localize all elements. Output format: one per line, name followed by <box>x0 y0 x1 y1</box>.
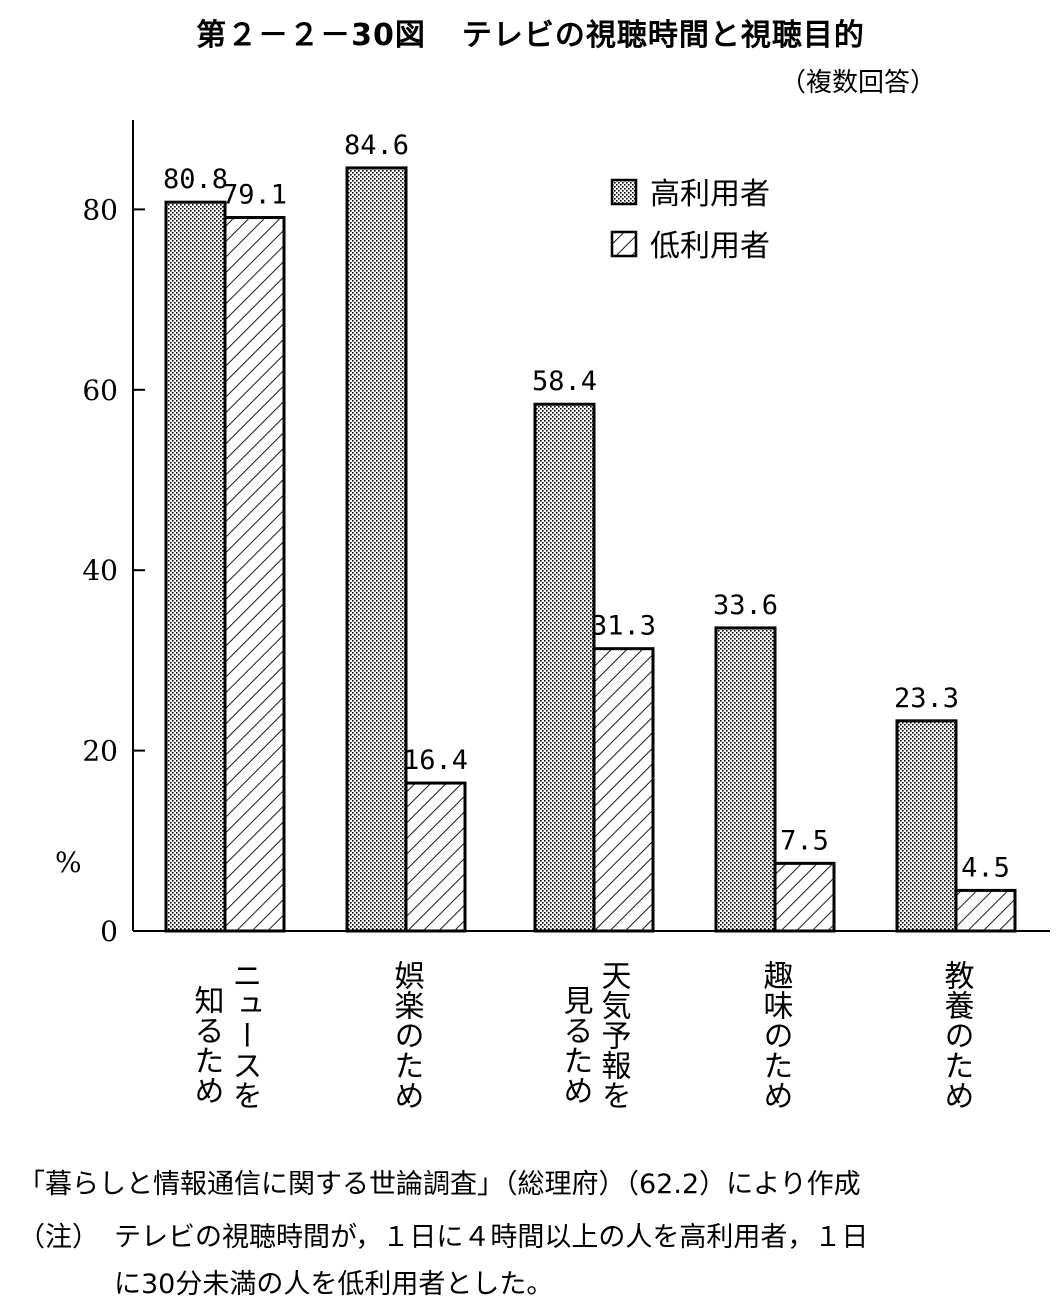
figure-number: 第２－２－30図 <box>196 18 426 53</box>
data-label: 23.3 <box>894 683 959 714</box>
legend-label: 高利用者 <box>650 177 770 212</box>
y-tick-label: 60 <box>82 374 118 407</box>
figure-title-text: テレビの視聴時間と視聴目的 <box>461 18 865 53</box>
source-note: 「暮らしと情報通信に関する世論調査」（総理府）（62.2）により作成 <box>18 1169 861 1200</box>
bar-high-user <box>714 626 777 933</box>
data-label: 84.6 <box>344 130 409 161</box>
legend-swatch-high-user <box>610 178 638 206</box>
category-label: 天気予報を <box>596 960 631 1110</box>
y-tick-label: 80 <box>82 193 118 226</box>
y-tick-label: 20 <box>82 735 118 768</box>
bar-high-user <box>533 402 596 933</box>
category-label: 娯楽のため <box>389 960 424 1110</box>
footnote-text-1: テレビの視聴時間が，１日に４時間以上の人を高利用者，１日 <box>114 1222 869 1253</box>
data-label: 31.3 <box>591 611 656 642</box>
category-label: 知るため <box>189 985 225 1105</box>
data-label: 80.8 <box>163 164 228 195</box>
data-label: 79.1 <box>222 180 287 211</box>
category-label: 教養のため <box>939 960 975 1110</box>
data-label: 16.4 <box>403 745 468 776</box>
bar-low-user <box>773 861 836 933</box>
chart-bars <box>164 166 1017 933</box>
chart-subtitle: （複数回答） <box>780 68 937 98</box>
y-tick-label: 40 <box>82 554 118 587</box>
data-label: 7.5 <box>780 825 829 856</box>
chart-title: 第２－２－30図 テレビの視聴時間と視聴目的 <box>0 10 1061 54</box>
bar-low-user <box>592 647 655 933</box>
footnote-line-2: に30分未満の人を低利用者とした。 <box>114 1269 554 1300</box>
bar-low-user <box>404 781 467 933</box>
data-label: 33.6 <box>713 590 778 621</box>
bar-low-user <box>954 888 1017 933</box>
footnote-label: （注） <box>18 1222 99 1253</box>
legend-label: 低利用者 <box>650 229 770 264</box>
data-label: 58.4 <box>532 366 597 397</box>
bar-high-user <box>345 166 408 933</box>
chart-labels: 80.8 84.6 58.4 33.6 23.3 79.1 16.4 31.3 7.5 4.5 ニュ… <box>163 130 1010 1110</box>
y-axis-unit: % <box>55 846 82 879</box>
category-label: 趣味のため <box>758 960 794 1110</box>
data-label: 4.5 <box>961 852 1010 883</box>
bar-high-user <box>164 200 227 933</box>
category-label: ニュースを <box>227 960 262 1110</box>
legend-swatch-low-user <box>610 230 638 258</box>
bar-low-user <box>223 216 286 933</box>
footnote-line-1: （注） テレビの視聴時間が，１日に４時間以上の人を高利用者，１日 <box>18 1215 868 1254</box>
bar-high-user <box>895 719 958 933</box>
y-tick-label: 0 <box>100 915 118 948</box>
category-label: 見るため <box>558 985 593 1105</box>
chart-axes: 0 20 40 60 80% <box>55 120 1050 948</box>
bar-chart: 0 20 40 60 80% 80.8 84.6 58.4 33.6 23.3 79.1 16.4 3… <box>55 120 1050 1110</box>
